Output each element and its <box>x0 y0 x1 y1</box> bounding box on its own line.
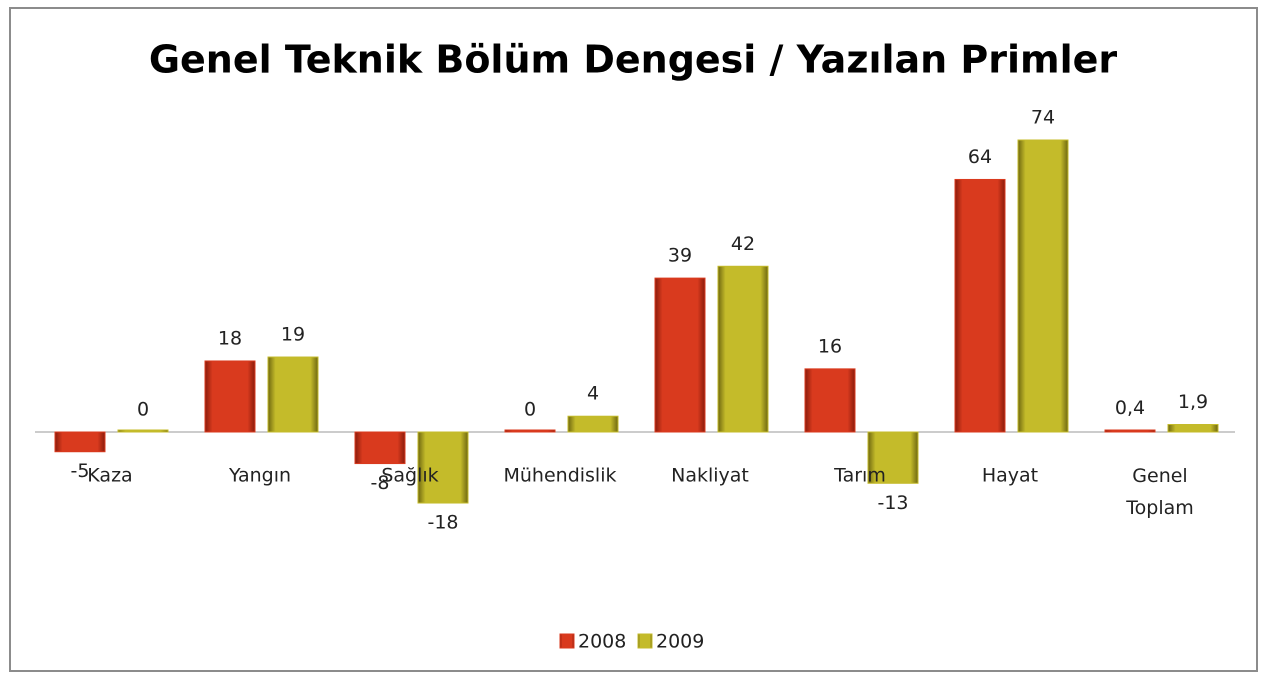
bar <box>504 429 556 433</box>
x-tick-label: Hayat <box>982 465 1038 487</box>
bar <box>204 360 256 433</box>
data-label: 0,4 <box>1115 397 1145 419</box>
chart-title: Genel Teknik Bölüm Dengesi / Yazılan Pri… <box>149 38 1118 82</box>
bar <box>804 368 856 433</box>
bar <box>54 431 106 453</box>
data-label: 19 <box>281 324 305 346</box>
legend-label: 2009 <box>656 631 704 653</box>
legend: 2008 2009 <box>559 631 704 653</box>
bar <box>567 415 619 433</box>
bar <box>867 431 919 484</box>
data-label: 0 <box>137 399 149 421</box>
bar <box>417 431 469 504</box>
data-label: 18 <box>218 327 242 349</box>
data-label: -13 <box>877 492 908 514</box>
x-tick-label: Yangın <box>228 465 291 487</box>
bar <box>1167 424 1219 433</box>
bar <box>354 431 406 465</box>
x-tick-label: Tarım <box>833 465 886 487</box>
x-tick-label: Mühendislik <box>503 465 616 487</box>
data-label: 42 <box>731 233 755 255</box>
data-label: -5 <box>71 460 90 482</box>
chart-frame <box>9 7 1258 672</box>
data-label: 1,9 <box>1178 391 1208 413</box>
data-label: 64 <box>968 146 992 168</box>
data-label: 16 <box>818 335 842 357</box>
x-tick-label: Sağlık <box>381 465 438 487</box>
bar <box>954 178 1006 433</box>
data-label: -8 <box>371 472 390 494</box>
x-tick-label: Nakliyat <box>671 465 749 487</box>
data-label: 74 <box>1031 107 1055 129</box>
bar <box>654 277 706 433</box>
legend-swatch <box>559 633 575 649</box>
bar <box>1017 139 1069 433</box>
bar <box>717 265 769 433</box>
bar <box>267 356 319 433</box>
x-tick-line: Toplam <box>1125 497 1194 519</box>
legend-label: 2008 <box>578 631 626 653</box>
legend-swatch <box>637 633 653 649</box>
data-label: 0 <box>524 399 536 421</box>
bar <box>1104 429 1156 433</box>
bar <box>117 429 169 433</box>
x-tick-label: Genel Toplam <box>1125 465 1194 519</box>
data-label: 4 <box>587 383 599 405</box>
x-tick-label: Kaza <box>87 465 132 487</box>
data-label: -18 <box>427 512 458 534</box>
data-label: 39 <box>668 245 692 267</box>
x-tick-line: Genel <box>1132 465 1187 487</box>
